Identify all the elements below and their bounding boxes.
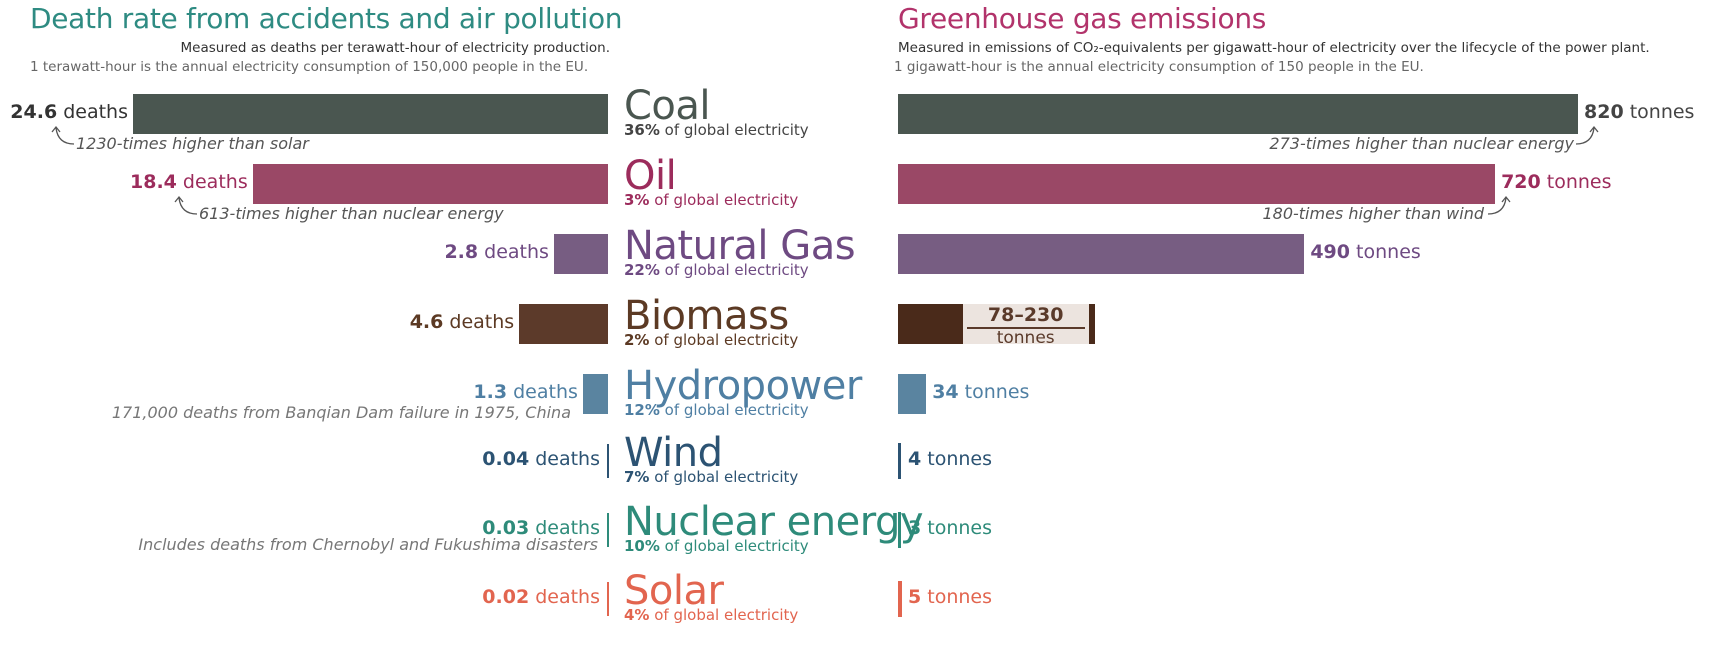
emissions-value-coal: 820 tonnes: [1584, 101, 1695, 123]
deaths-bar-biomass: [519, 304, 608, 344]
emissions-value-oil: 720 tonnes: [1501, 171, 1612, 193]
emissions-bar-natural-gas: [898, 234, 1305, 274]
emissions-bar-solar: [898, 581, 902, 617]
emissions-value-solar: 5 tonnes: [908, 586, 993, 608]
deaths-bar-oil: [252, 164, 608, 204]
coal-emissions-arrow-icon: [1575, 125, 1599, 145]
emissions-value-nuclear-energy: 3 tonnes: [908, 517, 993, 539]
source-share-coal: 36% of global electricity: [624, 121, 809, 139]
annotation-hydro-deaths: 171,000 deaths from Banqian Dam failure …: [111, 403, 571, 422]
deaths-value-solar: 0.02 deaths: [482, 586, 600, 608]
emissions-bar-biomass: [898, 304, 963, 344]
emissions-range-text-biomass: 78–230: [987, 304, 1064, 326]
annotation-oil-emissions: 180-times higher than wind: [1262, 204, 1484, 223]
deaths-value-hydropower: 1.3 deaths: [473, 381, 578, 403]
source-name-wind: Wind: [624, 430, 723, 476]
source-share-hydropower: 12% of global electricity: [624, 401, 809, 419]
emissions-value-natural-gas: 490 tonnes: [1310, 241, 1421, 263]
emissions-value-wind: 4 tonnes: [908, 448, 993, 470]
emissions-range-line-biomass: [966, 327, 1085, 329]
source-share-oil: 3% of global electricity: [624, 191, 799, 209]
source-name-nuclear-energy: Nuclear energy: [624, 499, 924, 545]
emissions-range-end-biomass: [1088, 304, 1095, 344]
source-name-solar: Solar: [624, 568, 724, 614]
source-share-biomass: 2% of global electricity: [624, 331, 799, 349]
annotation-oil-deaths: 613-times higher than nuclear energy: [199, 204, 504, 223]
emissions-range-unit-biomass: tonnes: [996, 327, 1055, 348]
source-name-oil: Oil: [624, 153, 677, 199]
oil-deaths-arrow-icon: [174, 195, 198, 215]
emissions-range-biomass: 78–230 tonnes: [962, 304, 1089, 348]
left-subtitle: Measured as deaths per terawatt-hour of …: [180, 40, 611, 56]
deaths-value-coal: 24.6 deaths: [10, 101, 128, 123]
deaths-bar-nuclear-energy: [607, 513, 609, 547]
deaths-value-nuclear-energy: 0.03 deaths: [482, 517, 600, 539]
emissions-bar-hydropower: [898, 374, 927, 414]
source-name-hydropower: Hydropower: [624, 363, 862, 409]
deaths-bar-hydropower: [582, 374, 608, 414]
deaths-value-biomass: 4.6 deaths: [409, 311, 515, 333]
deaths-value-wind: 0.04 deaths: [482, 448, 600, 470]
deaths-value-oil: 18.4 deaths: [130, 171, 248, 193]
annotation-coal-emissions: 273-times higher than nuclear energy: [1269, 134, 1574, 153]
annotation-coal-deaths: 1230-times higher than solar: [76, 134, 309, 153]
source-share-natural-gas: 22% of global electricity: [624, 261, 809, 279]
oil-emissions-arrow-icon: [1487, 195, 1511, 215]
deaths-bar-natural-gas: [553, 234, 608, 274]
deaths-value-natural-gas: 2.8 deaths: [444, 241, 549, 263]
source-share-nuclear-energy: 10% of global electricity: [624, 537, 809, 555]
coal-deaths-arrow-icon: [51, 125, 75, 145]
emissions-bar-oil: [898, 164, 1496, 204]
emissions-bar-nuclear-energy: [898, 512, 901, 548]
left-title: Death rate from accidents and air pollut…: [30, 2, 623, 35]
annotation-nuclear-deaths: Includes deaths from Chernobyl and Fukus…: [138, 535, 598, 554]
source-share-solar: 4% of global electricity: [624, 606, 799, 624]
emissions-bar-wind: [898, 443, 901, 479]
source-name-coal: Coal: [624, 83, 711, 129]
source-name-natural-gas: Natural Gas: [624, 223, 856, 269]
deaths-bar-wind: [607, 444, 609, 478]
source-share-wind: 7% of global electricity: [624, 468, 799, 486]
deaths-bar-solar: [607, 582, 609, 616]
right-subtitle: Measured in emissions of CO₂-equivalents…: [898, 40, 1650, 56]
right-title: Greenhouse gas emissions: [898, 2, 1267, 35]
right-note: 1 gigawatt-hour is the annual electricit…: [894, 59, 1424, 75]
deaths-bar-coal: [133, 94, 608, 134]
left-note: 1 terawatt-hour is the annual electricit…: [30, 59, 589, 75]
source-name-biomass: Biomass: [624, 293, 789, 339]
emissions-value-hydropower: 34 tonnes: [932, 381, 1030, 403]
emissions-bar-coal: [898, 94, 1578, 134]
